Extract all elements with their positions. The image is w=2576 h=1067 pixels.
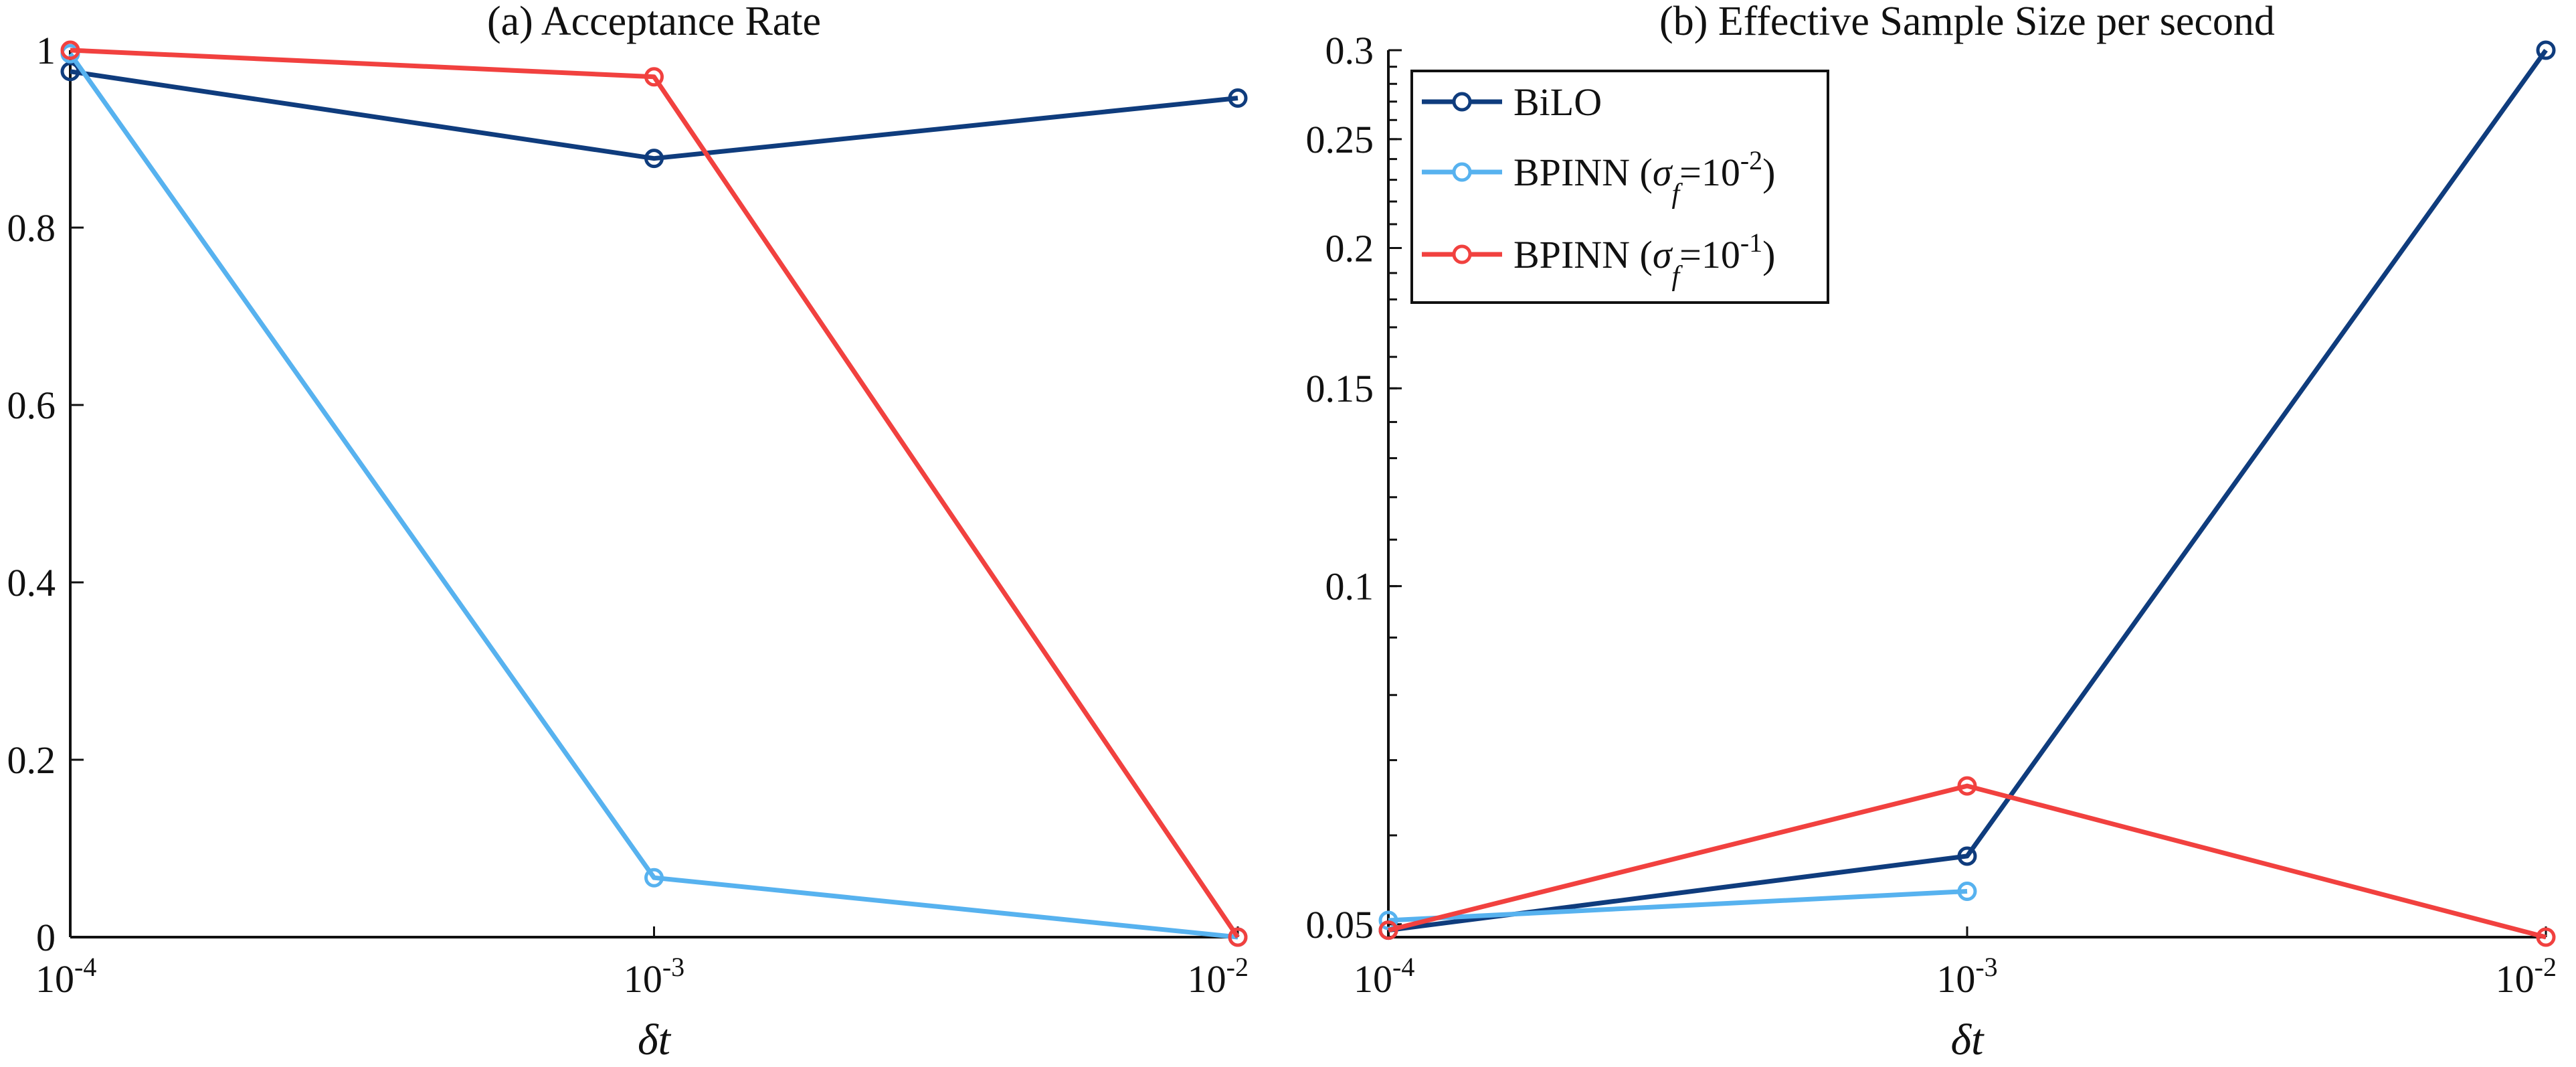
series-line-2 xyxy=(1388,889,1968,923)
x-tick-label: 10-3 xyxy=(1936,952,1997,1001)
x-axis-label: δt xyxy=(1950,1015,1985,1064)
series-2-marker xyxy=(1957,881,1977,901)
legend-swatch-marker xyxy=(1452,92,1472,112)
legend-box xyxy=(1410,70,1829,304)
series-3-marker xyxy=(60,40,80,60)
series-3-marker xyxy=(1228,927,1248,947)
x-tick-label-exponent: -2 xyxy=(1226,952,1249,982)
legend-label: BPINN ( xyxy=(1513,233,1653,276)
y-tick-label: 0.05 xyxy=(1306,903,1374,947)
y-tick-label: 0.3 xyxy=(1325,29,1374,72)
x-tick-label-base: 10 xyxy=(1354,957,1392,1001)
legend-close-paren: ) xyxy=(1762,151,1775,194)
legend-entry-2: BPINN (σf=10-2) xyxy=(1513,145,1776,210)
y-tick-label: 0.15 xyxy=(1306,367,1374,410)
series-line-3 xyxy=(70,48,1240,938)
legend: BiLO BPINN (σf=10-2) BPINN (σf=10-1) xyxy=(1410,70,1829,304)
series-3-marker xyxy=(644,67,664,87)
legend-equals-base: =10 xyxy=(1679,233,1740,276)
x-tick-label-exponent: -2 xyxy=(2535,952,2557,982)
series-line-1 xyxy=(1388,48,2548,933)
legend-superscript: -2 xyxy=(1740,145,1762,175)
panel-b-effective-sample-size: (b) Effective Sample Size per second10-4… xyxy=(1306,0,2557,1064)
series-3-marker xyxy=(1378,920,1398,940)
legend-entry-1: BiLO xyxy=(1513,80,1602,124)
y-tick-label: 0 xyxy=(36,916,56,959)
series-line-1 xyxy=(70,69,1238,161)
series-line-2 xyxy=(68,52,1238,940)
y-tick-label: 0.2 xyxy=(7,738,56,782)
x-tick-label: 10-4 xyxy=(35,952,96,1001)
x-tick-label-base: 10 xyxy=(2496,957,2535,1001)
x-tick-label-exponent: -4 xyxy=(74,952,96,982)
series-3-marker xyxy=(1957,776,1977,796)
series-line-3 xyxy=(1388,783,2547,940)
y-tick-label: 1 xyxy=(36,29,56,72)
y-tick-label: 0.25 xyxy=(1306,118,1374,161)
x-tick-label-exponent: -3 xyxy=(1975,952,1997,982)
legend-equals-base: =10 xyxy=(1679,151,1740,194)
legend-sigma-symbol: σ xyxy=(1653,233,1673,276)
x-axis-label: δt xyxy=(638,1015,672,1064)
series-1-marker xyxy=(2536,40,2556,60)
legend-sigma-symbol: σ xyxy=(1653,151,1673,194)
series-3-marker xyxy=(2536,927,2556,947)
legend-close-paren: ) xyxy=(1762,233,1775,276)
series-1-marker xyxy=(1228,88,1248,108)
y-tick-label: 0.6 xyxy=(7,384,56,427)
x-tick-label-base: 10 xyxy=(1936,957,1975,1001)
x-tick-label: 10-3 xyxy=(624,952,684,1001)
legend-label: BPINN ( xyxy=(1513,151,1653,194)
legend-swatch-marker xyxy=(1452,162,1472,182)
chart-title: (b) Effective Sample Size per second xyxy=(1659,0,2275,44)
legend-superscript: -1 xyxy=(1740,228,1762,258)
x-tick-label-base: 10 xyxy=(1188,957,1226,1001)
y-tick-label: 0.2 xyxy=(1325,226,1374,270)
x-tick-label-base: 10 xyxy=(35,957,74,1001)
x-tick-label-exponent: -4 xyxy=(1392,952,1414,982)
y-tick-label: 0.4 xyxy=(7,561,56,604)
x-tick-label: 10-4 xyxy=(1354,952,1414,1001)
series-1-marker xyxy=(644,149,664,169)
legend-label: BiLO xyxy=(1513,80,1602,124)
y-tick-label: 0.1 xyxy=(1325,565,1374,608)
x-tick-label-exponent: -3 xyxy=(662,952,684,982)
x-tick-label: 10-2 xyxy=(2496,952,2557,1001)
x-tick-label-base: 10 xyxy=(624,957,662,1001)
chart-title: (a) Acceptance Rate xyxy=(487,0,821,44)
legend-swatch-marker xyxy=(1452,244,1472,264)
series-1-marker xyxy=(1957,846,1977,866)
series-2-marker xyxy=(644,868,664,888)
legend-entry-3: BPINN (σf=10-1) xyxy=(1513,228,1776,292)
y-tick-label: 0.8 xyxy=(7,206,56,250)
x-tick-label: 10-2 xyxy=(1188,952,1249,1001)
